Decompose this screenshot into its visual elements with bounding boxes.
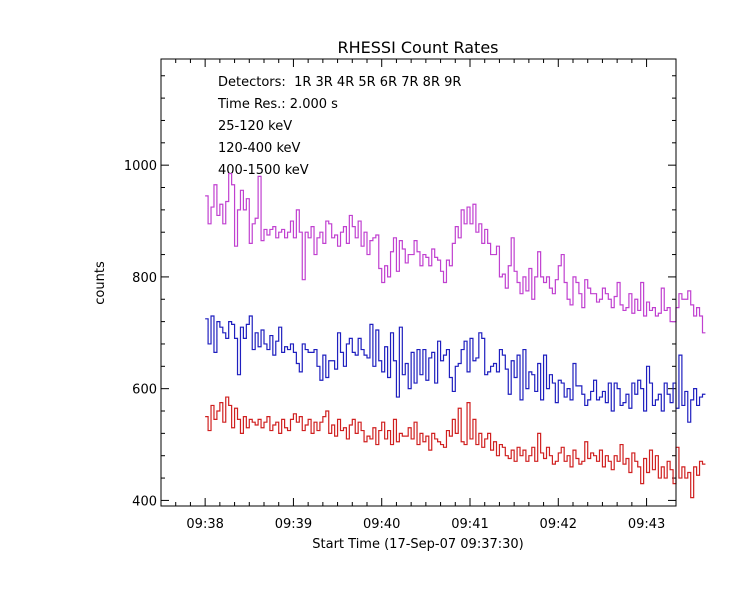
x-tick-label: 09:38 (186, 517, 223, 532)
x-tick-label: 09:41 (451, 517, 488, 532)
x-tick-label: 09:40 (363, 517, 400, 532)
y-tick-label: 400 (132, 494, 157, 509)
y-tick-label: 1000 (124, 159, 157, 174)
legend-entry-120-400: 120-400 keV (218, 141, 301, 156)
y-axis-label: counts (93, 261, 108, 305)
legend-entry-400-1500: 400-1500 keV (218, 163, 309, 178)
y-axis-ticks: 400 600 800 1000 (124, 75, 676, 509)
y-tick-label: 600 (132, 383, 157, 398)
data-series (205, 172, 706, 499)
series-line-0 (205, 315, 706, 423)
legend-entry-25-120: 25-120 keV (218, 119, 292, 134)
series-line-2 (205, 396, 706, 499)
x-axis-label: Start Time (17-Sep-07 09:37:30) (312, 537, 523, 552)
x-tick-label: 09:43 (628, 517, 665, 532)
time-resolution-annotation: Time Res.: 2.000 s (217, 97, 338, 112)
x-tick-label: 09:42 (540, 517, 577, 532)
x-tick-label: 09:39 (275, 517, 312, 532)
x-axis-ticks: 09:38 09:39 09:40 09:41 09:42 09:43 (175, 59, 665, 532)
y-tick-label: 800 (132, 271, 157, 286)
chart-title: RHESSI Count Rates (338, 38, 499, 57)
series-line-1 (205, 172, 706, 334)
plot-frame (160, 58, 677, 507)
detectors-annotation: Detectors: 1R 3R 4R 5R 6R 7R 8R 9R (218, 75, 461, 90)
